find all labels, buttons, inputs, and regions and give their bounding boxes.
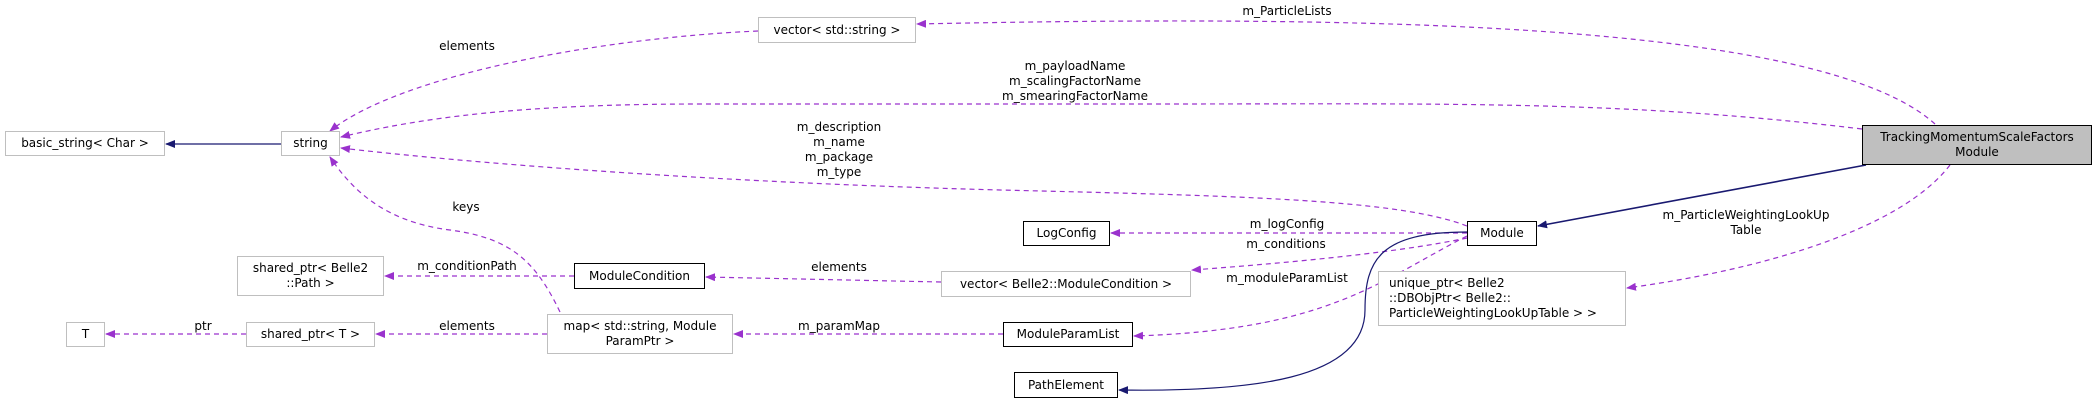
node-label-line: unique_ptr< Belle2 bbox=[1389, 276, 1505, 290]
node-label-line: ParamPtr > bbox=[605, 334, 675, 348]
edge-weighting-table bbox=[1626, 164, 1951, 291]
label-module-param-list: m_moduleParamList bbox=[1226, 271, 1348, 285]
label-line: m_package bbox=[804, 150, 874, 164]
edge-vector-string-elements bbox=[329, 30, 759, 132]
node-vector-module-condition[interactable]: vector< Belle2::ModuleCondition > bbox=[941, 271, 1191, 297]
node-string[interactable]: string bbox=[281, 131, 340, 156]
label-line: m_ParticleWeightingLookUp bbox=[1662, 208, 1830, 222]
node-label: string bbox=[293, 136, 328, 150]
label-conditions: m_conditions bbox=[1246, 237, 1326, 251]
node-tracking-momentum-scale-factors-module[interactable]: TrackingMomentumScaleFactors Module bbox=[1862, 125, 2092, 165]
edge-module-param-list bbox=[1133, 235, 1468, 340]
node-label-line: Module bbox=[1955, 145, 1999, 159]
node-t[interactable]: T bbox=[66, 322, 105, 347]
edge-module-description bbox=[340, 145, 1468, 227]
label-line: m_type bbox=[816, 165, 862, 179]
node-basic-string[interactable]: basic_string< Char > bbox=[5, 131, 165, 156]
node-shared-ptr-t[interactable]: shared_ptr< T > bbox=[246, 322, 375, 347]
node-module[interactable]: Module bbox=[1467, 221, 1537, 246]
node-label-line: ::Path > bbox=[286, 276, 335, 290]
label-line: m_description bbox=[796, 120, 882, 134]
node-unique-ptr[interactable]: unique_ptr< Belle2 ::DBObjPtr< Belle2:: … bbox=[1378, 271, 1626, 326]
label-line: m_payloadName bbox=[1024, 59, 1126, 73]
edge-module-to-path-element bbox=[1118, 231, 1468, 395]
edge-particle-lists bbox=[916, 19, 1936, 125]
edge-conditions bbox=[1191, 237, 1468, 274]
edge-map-keys bbox=[329, 156, 561, 313]
node-shared-ptr-path[interactable]: shared_ptr< Belle2 ::Path > bbox=[237, 256, 384, 296]
node-map[interactable]: map< std::string, Module ParamPtr > bbox=[547, 314, 733, 354]
label-line: Table bbox=[1730, 223, 1762, 237]
node-module-param-list[interactable]: ModuleParamList bbox=[1003, 322, 1133, 347]
node-label-line: shared_ptr< Belle2 bbox=[252, 261, 369, 275]
node-label: shared_ptr< T > bbox=[260, 327, 361, 341]
node-label-line: map< std::string, Module bbox=[563, 319, 717, 333]
label-map-elements: elements bbox=[439, 319, 495, 333]
node-label: T bbox=[81, 327, 90, 341]
node-vector-string[interactable]: vector< std::string > bbox=[758, 17, 916, 43]
label-log-config: m_logConfig bbox=[1249, 217, 1325, 231]
label-line: m_name bbox=[813, 135, 865, 149]
edge-condition-elements bbox=[705, 273, 942, 283]
label-condition-path: m_conditionPath bbox=[417, 259, 517, 273]
node-label: PathElement bbox=[1027, 377, 1105, 392]
label-vector-elements: elements bbox=[439, 39, 495, 53]
node-label: LogConfig bbox=[1036, 226, 1097, 240]
node-label: vector< Belle2::ModuleCondition > bbox=[959, 276, 1173, 291]
node-module-condition[interactable]: ModuleCondition bbox=[574, 263, 705, 289]
label-weighting-table: m_ParticleWeightingLookUp Table bbox=[1663, 208, 1830, 238]
label-keys: keys bbox=[452, 200, 480, 214]
label-line: m_smearingFactorName bbox=[1002, 89, 1148, 103]
node-label: ModuleCondition bbox=[589, 268, 690, 283]
node-label: Module bbox=[1480, 226, 1524, 240]
node-label: basic_string< Char > bbox=[21, 136, 149, 150]
node-label: vector< std::string > bbox=[773, 22, 901, 37]
node-label: ModuleParamList bbox=[1016, 327, 1120, 341]
label-line: m_scalingFactorName bbox=[1009, 74, 1141, 88]
node-log-config[interactable]: LogConfig bbox=[1023, 221, 1110, 246]
node-label-line: ParticleWeightingLookUpTable > > bbox=[1389, 306, 1597, 320]
label-ptr: ptr bbox=[194, 319, 212, 333]
node-label-line: ::DBObjPtr< Belle2:: bbox=[1389, 291, 1511, 305]
label-particle-lists: m_ParticleLists bbox=[1242, 4, 1332, 18]
edge-main-to-module bbox=[1537, 164, 1867, 229]
label-description: m_description m_name m_package m_type bbox=[797, 120, 881, 180]
label-condition-elements: elements bbox=[811, 260, 867, 274]
node-path-element[interactable]: PathElement bbox=[1014, 372, 1118, 398]
label-param-map: m_paramMap bbox=[798, 319, 880, 333]
label-payload-names: m_payloadName m_scalingFactorName m_smea… bbox=[1002, 59, 1148, 104]
edge-payload-names bbox=[340, 103, 1863, 139]
node-label-line: TrackingMomentumScaleFactors bbox=[1880, 130, 2074, 144]
